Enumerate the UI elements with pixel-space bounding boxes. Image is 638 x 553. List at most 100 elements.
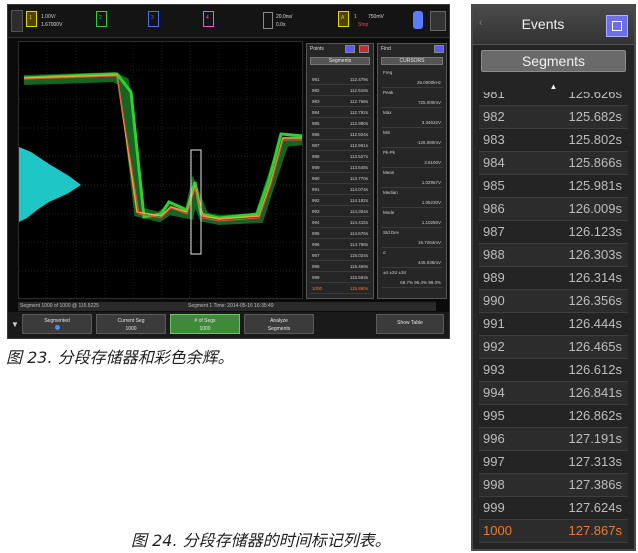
segment-timestamp: 126.841s xyxy=(568,385,623,400)
channel-4-box[interactable]: 4 xyxy=(203,11,214,27)
measurement-value: 68.7% 95.4% 99.3% xyxy=(400,280,441,285)
channel-1-offset: 1.67000V xyxy=(41,22,63,28)
segment-status-left: Segment 1000 of 1000 @ 115.5225 xyxy=(20,303,99,309)
segment-number: 984 xyxy=(483,155,505,170)
table-row[interactable]: 995 114.676s xyxy=(310,228,370,239)
point-id: 994 xyxy=(312,220,320,225)
table-row[interactable]: 983 112.768s xyxy=(310,96,370,107)
zoom-window-marker[interactable] xyxy=(190,149,202,255)
table-row[interactable]: 999 115.593s xyxy=(310,272,370,283)
points-panel-close-icon[interactable] xyxy=(359,45,369,53)
list-item[interactable]: 988 126.303s xyxy=(479,244,628,267)
measurement-value: -126.080mV xyxy=(416,140,441,145)
table-row[interactable]: 986 112.924s xyxy=(310,129,370,140)
segment-number: 983 xyxy=(483,132,505,147)
help-icon[interactable] xyxy=(430,11,446,31)
point-time: 112.880s xyxy=(349,121,368,126)
point-id: 981 xyxy=(312,77,320,82)
channel-2-box[interactable]: 2 xyxy=(96,11,107,27)
microphone-icon[interactable] xyxy=(413,11,423,29)
softkey-num-segs[interactable]: # of Segs 1000 xyxy=(170,314,240,334)
sort-ascending-icon[interactable]: ▲ xyxy=(549,82,558,91)
point-time: 112.961s xyxy=(349,143,368,148)
segment-timestamp: 126.123s xyxy=(568,224,623,239)
collapse-arrow-icon[interactable]: ‹ xyxy=(479,17,483,29)
table-row[interactable]: 996 114.798s xyxy=(310,239,370,250)
list-item[interactable]: 984 125.866s xyxy=(479,152,628,175)
segment-timestamp: 126.314s xyxy=(568,270,623,285)
list-item[interactable]: 995 126.862s xyxy=(479,405,628,428)
menu-handle-icon[interactable] xyxy=(11,10,23,32)
table-row[interactable]: 987 112.961s xyxy=(310,140,370,151)
segment-number: 995 xyxy=(483,408,505,423)
list-item[interactable]: 999 127.624s xyxy=(479,497,628,520)
table-row[interactable]: 993 114.304s xyxy=(310,206,370,217)
list-item[interactable]: 997 127.313s xyxy=(479,451,628,474)
table-row[interactable]: 989 113.648s xyxy=(310,162,370,173)
point-id: 993 xyxy=(312,209,320,214)
point-time: 115.024s xyxy=(349,253,368,258)
measurement-value: 1.10250V xyxy=(421,220,441,225)
point-time: 115.593s xyxy=(349,275,368,280)
table-row[interactable]: 994 114.415s xyxy=(310,217,370,228)
segment-status-bar: Segment 1000 of 1000 @ 115.5225 Segment … xyxy=(18,302,436,311)
segments-button[interactable]: Segments xyxy=(481,50,626,72)
point-id: 991 xyxy=(312,187,320,192)
undock-icon[interactable] xyxy=(606,15,628,37)
segment-number: 994 xyxy=(483,385,505,400)
list-item[interactable]: 992 126.465s xyxy=(479,336,628,359)
channel-3-box[interactable]: 3 xyxy=(148,11,159,27)
point-id: 990 xyxy=(312,176,320,181)
channel-3-number: 3 xyxy=(151,15,154,21)
table-row[interactable]: 998 115.469s xyxy=(310,261,370,272)
points-segments-button[interactable]: Segments xyxy=(310,57,370,65)
table-row[interactable]: 984 112.792s xyxy=(310,107,370,118)
list-item[interactable]: 981 125.626s xyxy=(479,92,628,106)
timebase-icon xyxy=(263,12,273,29)
table-row[interactable]: 992 114.182s xyxy=(310,195,370,206)
channel-1-box[interactable]: 1 xyxy=(26,11,37,27)
softkey-value: Segments xyxy=(267,326,291,332)
segment-number: 982 xyxy=(483,109,505,124)
softkey-menu-arrow-icon[interactable]: ▼ xyxy=(11,320,19,329)
list-item[interactable]: 989 126.314s xyxy=(479,267,628,290)
list-item[interactable]: 985 125.981s xyxy=(479,175,628,198)
table-row[interactable]: 981 112.479s xyxy=(310,74,370,85)
list-item[interactable]: 990 126.356s xyxy=(479,290,628,313)
measurement-row: Median 1.05230V xyxy=(381,188,443,208)
softkey-segmented[interactable]: Segmented xyxy=(22,314,92,334)
points-panel-icon[interactable] xyxy=(345,45,355,53)
table-row[interactable]: 982 112.518s xyxy=(310,85,370,96)
measurement-value: 16.7264mV xyxy=(417,240,441,245)
list-item[interactable]: 993 126.612s xyxy=(479,359,628,382)
point-id: 986 xyxy=(312,132,320,137)
list-item[interactable]: 996 127.191s xyxy=(479,428,628,451)
segment-number: 998 xyxy=(483,477,505,492)
list-item[interactable]: 982 125.682s xyxy=(479,106,628,129)
softkey-show-table[interactable]: Show Table xyxy=(376,314,444,334)
table-row[interactable]: 988 113.527s xyxy=(310,151,370,162)
point-id: 996 xyxy=(312,242,320,247)
table-row[interactable]: 997 115.024s xyxy=(310,250,370,261)
trigger-box[interactable]: A xyxy=(338,11,349,27)
list-item[interactable]: 986 126.009s xyxy=(479,198,628,221)
list-item[interactable]: 987 126.123s xyxy=(479,221,628,244)
table-row[interactable]: 991 114.074s xyxy=(310,184,370,195)
events-title: Events xyxy=(521,16,565,32)
measurement-header[interactable]: CURSORS xyxy=(381,57,443,65)
measurement-panel-icon[interactable] xyxy=(434,45,444,53)
list-item[interactable]: 983 125.802s xyxy=(479,129,628,152)
table-row[interactable]: 990 113.770s xyxy=(310,173,370,184)
softkey-current-seg[interactable]: Current Seg 1000 xyxy=(96,314,166,334)
table-row[interactable]: 985 112.880s xyxy=(310,118,370,129)
softkey-analyze-segments[interactable]: Analyze Segments xyxy=(244,314,314,334)
list-item[interactable]: 998 127.386s xyxy=(479,474,628,497)
measurement-label: ±σ ±2σ ±3σ xyxy=(383,270,407,275)
list-item[interactable]: 991 126.444s xyxy=(479,313,628,336)
table-row[interactable]: 1000 115.860s xyxy=(310,283,370,294)
list-item[interactable]: 994 126.841s xyxy=(479,382,628,405)
figure-24-caption: 图 24. 分段存储器的时间标记列表。 xyxy=(131,531,391,550)
measurement-label: Std Dev xyxy=(383,230,400,235)
list-item-selected[interactable]: 1000 127.867s xyxy=(479,520,628,543)
point-time: 112.518s xyxy=(349,88,368,93)
